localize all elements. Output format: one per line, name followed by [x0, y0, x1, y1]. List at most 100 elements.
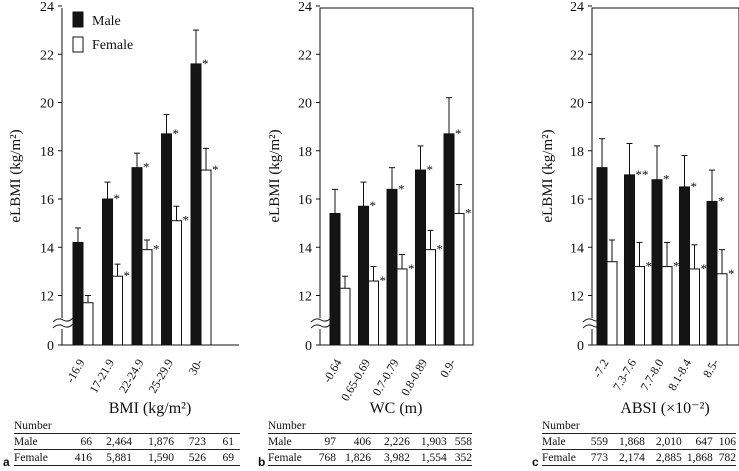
x-axis-label: WC (m) — [370, 400, 423, 417]
number-table-c: Number Male 559 1,868 2,010 647 106 Fema… — [542, 419, 736, 466]
table-cell: 61 — [222, 435, 235, 448]
axis-break-mark — [310, 317, 332, 323]
number-table-title: Number — [542, 420, 580, 432]
y-tick-label: 22 — [40, 48, 54, 63]
bar-female — [634, 266, 645, 346]
bar-male — [102, 198, 113, 346]
axis-break-gap — [580, 318, 596, 329]
table-cell: 1,590 — [148, 451, 174, 464]
table-cell: 5,881 — [106, 451, 132, 464]
y-tick-label: 22 — [298, 48, 312, 63]
x-tick-label: 17-21.9 — [86, 357, 117, 396]
table-rule — [14, 433, 240, 434]
significance-label: * — [663, 172, 670, 187]
bar-male — [706, 200, 718, 346]
y-tick-label: 14 — [40, 241, 54, 256]
table-cell: 2,174 — [618, 451, 645, 464]
table-cell: 69 — [222, 451, 235, 464]
significance-label: * — [212, 162, 219, 177]
table-rule — [268, 433, 472, 434]
panel-letter-a: a — [3, 455, 10, 469]
table-cell: 768 — [318, 451, 336, 464]
table-cell: 559 — [590, 435, 608, 448]
significance-label: * — [173, 126, 180, 141]
bar-male — [131, 167, 143, 346]
table-cell: 416 — [74, 451, 92, 464]
bar-male — [329, 212, 341, 346]
table-cell: 2,010 — [655, 435, 682, 448]
y-tick-label: 20 — [40, 97, 54, 112]
number-table-title: Number — [14, 420, 52, 432]
x-tick-label: 8.5- — [700, 357, 722, 380]
x-tick-label: 25-29.9 — [145, 357, 176, 396]
x-tick-label: 0.9- — [437, 357, 459, 380]
bar-female — [368, 280, 379, 346]
table-cell: 1,876 — [148, 435, 174, 448]
table-rule — [14, 465, 240, 466]
row-label: Female — [14, 451, 48, 464]
table-cell: 3,982 — [383, 451, 410, 464]
bar-male — [161, 133, 172, 346]
bar-male — [596, 167, 608, 346]
significance-label: * — [183, 213, 190, 228]
x-tick-label: 7.7-8.0 — [637, 357, 666, 393]
significance-label: * — [398, 181, 405, 196]
significance-label: * — [153, 242, 160, 257]
y-tick-label: 18 — [570, 145, 584, 160]
y-tick-label: 0 — [305, 339, 312, 354]
significance-label: * — [437, 242, 444, 257]
table-cell: 723 — [188, 435, 206, 448]
y-axis-label: eLBMI (kg/m²) — [540, 129, 556, 222]
significance-label: * — [427, 162, 434, 177]
x-tick-label: 7.3-7.6 — [610, 357, 639, 393]
table-cell: 406 — [353, 435, 371, 448]
x-axis-label: ABSI (×10⁻²) — [620, 400, 709, 417]
legend-swatch-female — [72, 36, 84, 53]
significance-label: * — [701, 261, 708, 276]
significance-label: * — [673, 259, 680, 274]
y-tick-label: 12 — [298, 290, 312, 305]
x-tick-label: -7.2 — [590, 357, 612, 380]
table-cell: 782 — [718, 451, 737, 464]
table-rule — [542, 433, 736, 434]
y-tick-label: 20 — [298, 97, 312, 112]
y-tick-label: 16 — [570, 193, 584, 208]
significance-label: * — [691, 179, 698, 194]
bar-female — [82, 302, 94, 346]
y-axis-label: eLBMI (kg/m²) — [267, 129, 283, 222]
table-row-male: Male 559 1,868 2,010 647 106 — [542, 434, 736, 449]
y-tick-label: 20 — [570, 97, 584, 112]
bar-male — [72, 241, 84, 346]
significance-label: * — [465, 205, 472, 220]
significance-label: * — [728, 266, 735, 281]
y-tick-label: 18 — [298, 145, 312, 160]
y-tick-label: 16 — [298, 193, 312, 208]
significance-label: * — [202, 56, 209, 71]
significance-label: * — [124, 268, 131, 283]
x-tick-label: 0.8-0.89 — [398, 357, 430, 399]
bar-female — [396, 268, 408, 346]
table-cell: 2,464 — [106, 435, 132, 448]
x-tick-label: 8.1-8.4 — [665, 357, 694, 393]
x-tick-label: 0.7-0.79 — [369, 357, 401, 399]
bar-male — [651, 179, 663, 346]
table-rule — [542, 465, 736, 466]
significance-label: * — [143, 160, 150, 175]
bar-female — [606, 261, 618, 346]
y-tick-label: 0 — [47, 339, 54, 354]
bar-female — [141, 249, 153, 346]
x-tick-label: -16.9 — [63, 357, 88, 386]
number-table-b: Number Male 97 406 2,226 1,903 558 Femal… — [268, 419, 472, 466]
row-label: Male — [14, 435, 38, 448]
table-cell: 558 — [454, 435, 472, 448]
x-axis-label: BMI (kg/m²) — [109, 400, 192, 417]
row-label: Female — [268, 451, 302, 464]
number-table-a: Number Male 66 2,464 1,876 723 61 Female… — [14, 419, 240, 466]
table-row-male: Male 66 2,464 1,876 723 61 — [14, 434, 240, 449]
table-row-female: Female 768 1,826 3,982 1,554 352 — [268, 450, 472, 465]
table-cell: 2,885 — [655, 451, 682, 464]
y-tick-label: 24 — [298, 0, 312, 15]
table-rule — [268, 465, 472, 466]
significance-label: ** — [636, 167, 649, 182]
bar-female — [425, 249, 436, 346]
